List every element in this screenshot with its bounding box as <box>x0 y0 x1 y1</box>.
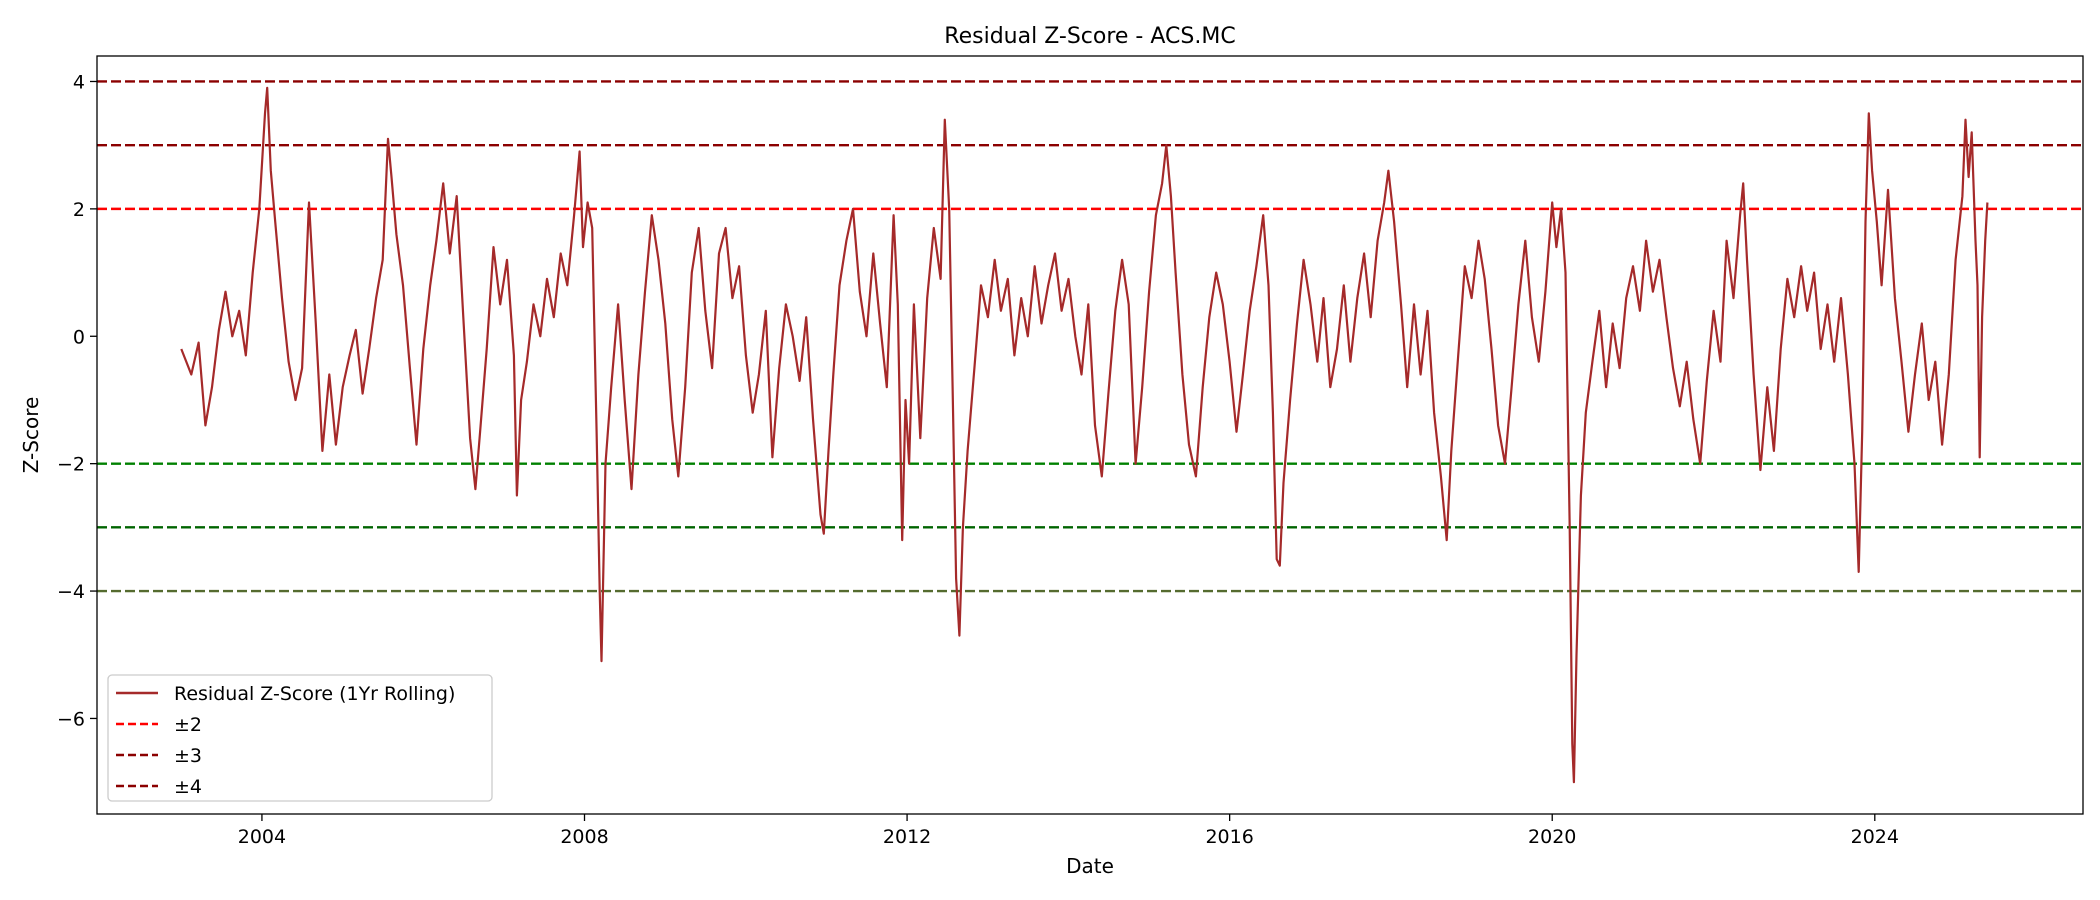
series-group <box>180 86 1989 784</box>
y-tick-label-1: 2 <box>73 199 85 221</box>
legend-label-3: ±4 <box>174 776 202 798</box>
legend-label-1: ±2 <box>174 714 202 736</box>
y-axis-label: Z-Score <box>19 397 43 474</box>
legend-box <box>107 674 493 802</box>
legend: Residual Z-Score (1Yr Rolling) ±2 ±3 ±4 <box>107 674 493 802</box>
y-tick-label-0: 4 <box>73 71 85 93</box>
legend-label-0: Residual Z-Score (1Yr Rolling) <box>174 683 455 705</box>
plot-area-frame <box>96 55 2084 815</box>
x-tick-label-1: 2008 <box>560 826 608 848</box>
x-tick-label-0: 2004 <box>238 826 286 848</box>
y-tick-label-3: −2 <box>57 454 85 476</box>
x-tick-label-3: 2016 <box>1205 826 1253 848</box>
y-tick-label-2: 0 <box>73 326 85 348</box>
chart-title: Residual Z-Score - ACS.MC <box>944 24 1235 49</box>
x-axis: 2004 2008 2012 2016 2020 2024 <box>238 814 1899 848</box>
threshold-lines <box>97 80 2083 593</box>
legend-label-2: ±3 <box>174 745 202 767</box>
x-tick-label-4: 2020 <box>1528 826 1576 848</box>
series-line-0 <box>180 86 1989 784</box>
y-tick-label-4: −4 <box>57 581 85 603</box>
y-tick-label-5: −6 <box>57 708 85 730</box>
x-tick-label-2: 2012 <box>883 826 931 848</box>
x-tick-label-5: 2024 <box>1851 826 1899 848</box>
y-axis: 4 2 0 −2 −4 −6 <box>57 71 97 730</box>
x-axis-label: Date <box>1066 854 1114 878</box>
